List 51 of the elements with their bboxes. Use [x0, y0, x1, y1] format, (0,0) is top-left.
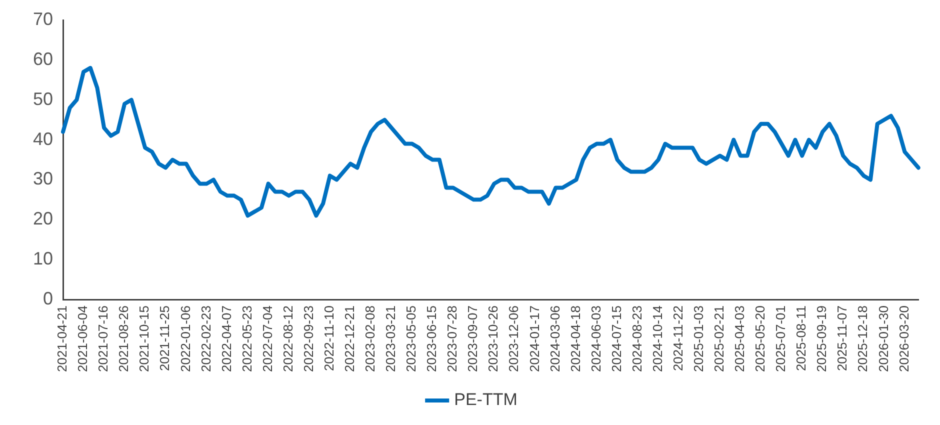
x-tick-label: 2022-11-10 [321, 306, 336, 372]
y-tick-label: 40 [32, 128, 53, 149]
x-tick-label: 2022-07-04 [260, 306, 275, 372]
x-tick-label: 2023-10-26 [486, 306, 501, 372]
x-tick-label: 2022-04-07 [218, 306, 234, 372]
y-tick-label: 10 [32, 248, 53, 269]
x-tick-label: 2023-07-28 [444, 306, 460, 372]
x-tick-label: 2021-08-26 [116, 306, 132, 372]
y-tick-label: 70 [32, 8, 53, 29]
x-tick-label: 2024-01-17 [526, 306, 542, 372]
x-tick-label: 2025-04-03 [732, 306, 748, 372]
x-tick-label: 2023-06-15 [424, 306, 440, 372]
x-tick-label: 2022-08-12 [280, 306, 296, 372]
x-tick-label: 2023-12-06 [506, 306, 522, 372]
x-tick-label: 2021-10-15 [136, 306, 152, 372]
legend-label: PE-TTM [454, 390, 518, 410]
x-tick-label: 2021-04-21 [54, 306, 70, 372]
x-tick-label: 2025-12-18 [855, 306, 870, 372]
x-tick-label: 2025-02-21 [712, 306, 727, 372]
x-tick-label: 2023-02-08 [362, 306, 378, 372]
y-tick-label: 60 [32, 48, 53, 69]
x-tick-label: 2024-07-15 [608, 306, 624, 372]
x-tick-label: 2021-07-16 [96, 306, 111, 372]
x-tick-label: 2024-08-23 [629, 306, 644, 372]
x-tick-label: 2025-07-01 [773, 306, 788, 372]
x-tick-label: 2022-02-23 [198, 306, 214, 372]
x-tick-label: 2024-06-03 [588, 306, 604, 372]
x-tick-label: 2022-09-23 [300, 306, 316, 372]
x-tick-label: 2025-09-19 [814, 306, 830, 372]
x-tick-label: 2025-11-07 [834, 306, 850, 372]
y-tick-label: 0 [42, 288, 53, 308]
x-tick-label: 2025-01-03 [690, 306, 706, 372]
x-tick-label: 2023-03-21 [383, 306, 398, 372]
x-tick-label: 2026-01-30 [876, 306, 891, 372]
x-tick-label: 2024-11-22 [670, 306, 686, 372]
y-tick-label: 50 [32, 88, 53, 109]
x-tick-label: 2025-05-20 [752, 306, 768, 372]
x-tick-label: 2021-11-25 [157, 306, 172, 372]
x-tick-label: 2023-09-07 [465, 306, 480, 372]
y-tick-label: 20 [32, 208, 53, 229]
x-tick-label: 2026-03-20 [896, 306, 912, 372]
x-tick-label: 2024-10-14 [650, 306, 665, 372]
x-tick-label: 2024-03-06 [547, 306, 562, 372]
x-tick-label: 2022-12-21 [342, 306, 357, 372]
x-tick-label: 2022-05-23 [239, 306, 254, 372]
x-tick-label: 2024-04-18 [568, 306, 583, 372]
x-tick-label: 2023-05-05 [404, 306, 419, 372]
y-tick-label: 30 [32, 168, 53, 189]
x-tick-label: 2025-08-11 [794, 306, 809, 372]
x-tick-label: 2021-06-04 [75, 306, 90, 372]
x-tick-label: 2022-01-06 [178, 306, 193, 372]
